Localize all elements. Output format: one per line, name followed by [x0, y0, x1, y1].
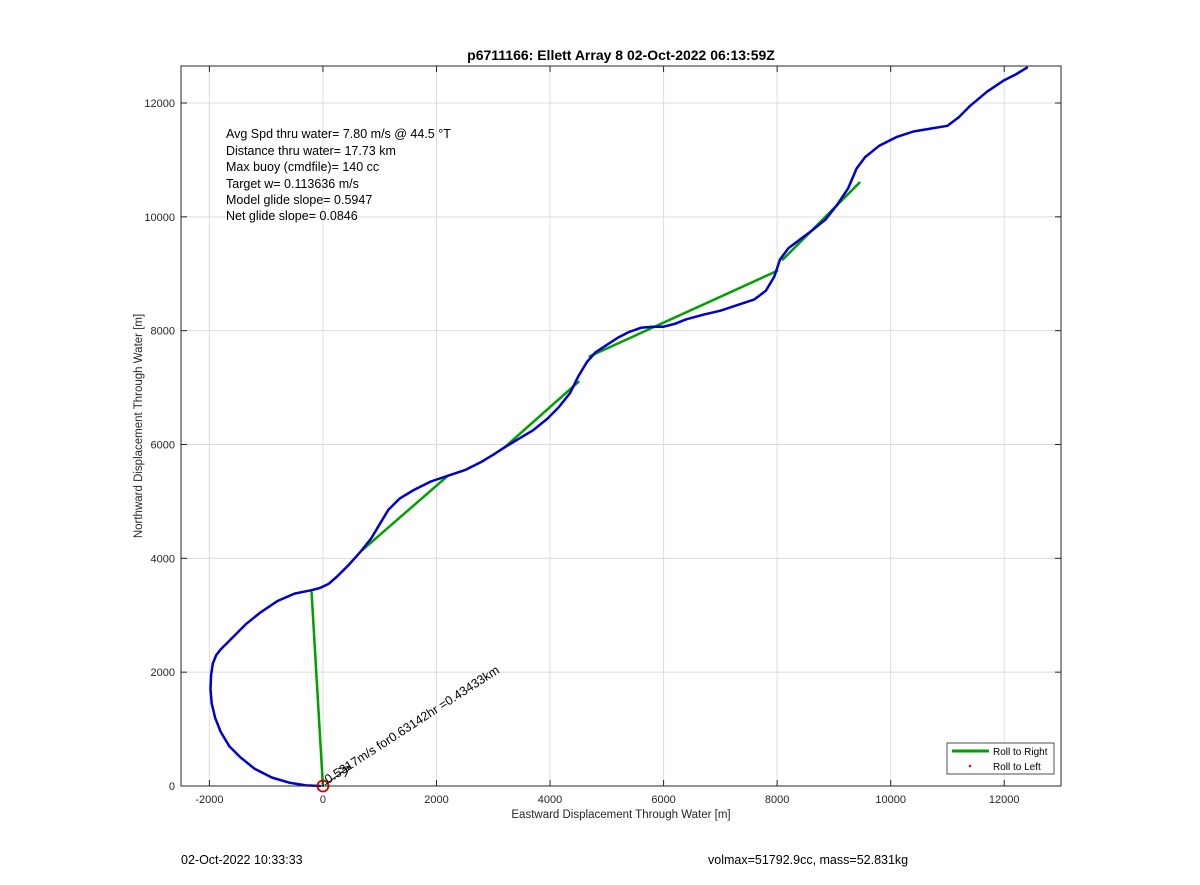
x-tick-label: 6000: [651, 794, 675, 806]
y-tick-label: 8000: [151, 326, 175, 338]
x-tick-label: 0: [320, 794, 326, 806]
y-tick-label: 4000: [151, 553, 175, 565]
footer-volmax-mass: volmax=51792.9cc, mass=52.831kg: [708, 853, 909, 867]
track-line: [209, 66, 1029, 788]
stat-line: Net glide slope= 0.0846: [226, 209, 358, 223]
legend: Roll to Right Roll to Left: [946, 742, 1055, 775]
x-axis-label: Eastward Displacement Through Water [m]: [511, 809, 730, 821]
stats-annotation: Avg Spd thru water= 7.80 m/s @ 44.5 °T D…: [226, 127, 451, 223]
stat-line: Avg Spd thru water= 7.80 m/s @ 44.5 °T: [226, 127, 451, 141]
y-tick-label: 0: [169, 781, 175, 793]
axes-box: [180, 65, 1062, 787]
roll-right-segment: [588, 269, 779, 358]
roll-right-segment: [310, 591, 325, 788]
stat-line: Max buoy (cmdfile)= 140 cc: [226, 160, 379, 174]
axis-ticks: -2000 0 2000 4000 6000 8000 10000 12000 0 2000 400…: [144, 66, 1061, 806]
x-tick-label: 8000: [765, 794, 789, 806]
x-tick-label: -2000: [195, 794, 223, 806]
roll-right-segment: [781, 181, 861, 261]
chart-title: p6711166: Ellett Array 8 02-Oct-2022 06:…: [467, 47, 775, 63]
legend-swatch-roll-left: [968, 764, 972, 768]
roll-right-segment: [361, 474, 450, 552]
x-tick-label: 2000: [424, 794, 448, 806]
x-tick-label: 4000: [538, 794, 562, 806]
legend-label-roll-left: Roll to Left: [993, 762, 1041, 773]
y-tick-label: 2000: [151, 667, 175, 679]
y-axis-label: Northward Displacement Through Water [m]: [133, 314, 145, 538]
x-tick-label: 10000: [875, 794, 906, 806]
x-tick-label: 12000: [989, 794, 1020, 806]
legend-label-roll-right: Roll to Right: [993, 747, 1048, 758]
legend-box: [946, 742, 1055, 775]
y-tick-label: 10000: [144, 212, 175, 224]
y-tick-label: 12000: [144, 98, 175, 110]
stat-line: Distance thru water= 17.73 km: [226, 144, 396, 158]
current-arrow-head: [337, 765, 351, 778]
stat-line: Target w= 0.113636 m/s: [226, 177, 359, 191]
current-arrow-shaft: [324, 765, 351, 786]
roll-right-segment: [503, 380, 580, 449]
footer-timestamp: 02-Oct-2022 10:33:33: [181, 853, 303, 867]
series-layer: [209, 66, 1029, 793]
stat-line: Model glide slope= 0.5947: [226, 193, 372, 207]
y-tick-label: 6000: [151, 439, 175, 451]
